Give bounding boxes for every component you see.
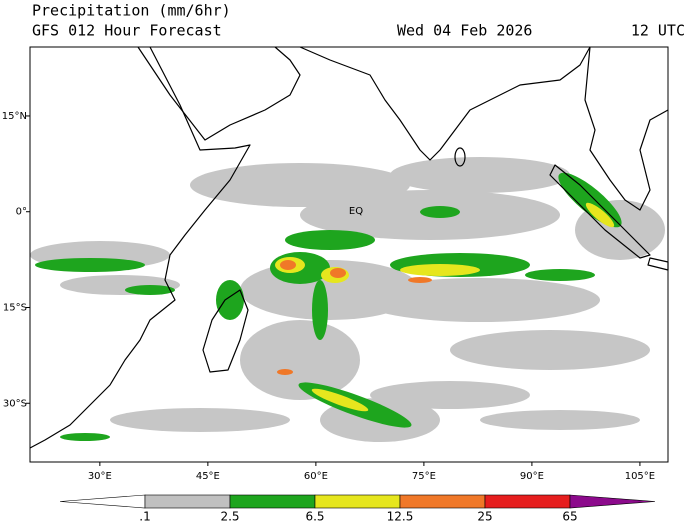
lat-tick-label: 15°N [2,111,27,122]
colorbar-segment [484,494,571,509]
colorbar-label: .1 [139,510,150,524]
lon-tick-label: 30°E [88,471,112,482]
lon-tick-label: 60°E [304,471,328,482]
time: 12 UTC [631,22,685,40]
lon-tick-label: 105°E [625,471,655,482]
colorbar-label: 65 [562,510,577,524]
precip-intense [277,260,432,375]
lon-tick-label: 90°E [520,471,544,482]
map-frame [29,46,669,463]
equator-label: EQ [349,206,363,217]
map: EQ [29,46,669,463]
colorbar-segment [144,494,231,509]
colorbar-over [569,494,656,509]
lat-tick-label: 30°S [3,398,27,409]
lon-tick-label: 75°E [412,471,436,482]
date: Wed 04 Feb 2026 [397,22,532,40]
lat-tick-label: 0° [16,207,27,218]
colorbar-segment [314,494,401,509]
colorbar-label: 2.5 [220,510,239,524]
lon-tick-label: 45°E [196,471,220,482]
colorbar-label: 25 [477,510,492,524]
colorbar-label: 6.5 [305,510,324,524]
title: Precipitation (mm/6hr) [32,2,231,20]
coastlines [29,46,669,449]
subtitle: GFS 012 Hour Forecast [32,22,222,40]
colorbar-under [59,494,146,509]
colorbar-segment [229,494,316,509]
colorbar-label: 12.5 [387,510,414,524]
colorbar-segment [399,494,486,509]
lat-tick-label: 15°S [3,302,27,313]
